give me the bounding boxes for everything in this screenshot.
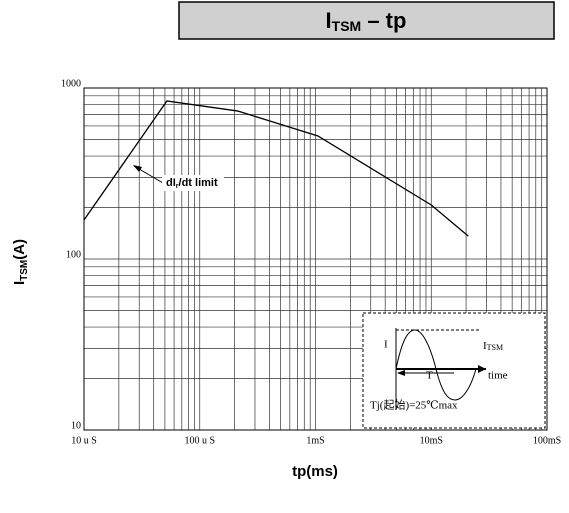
inset-condition: Tj(起始)=25℃max	[370, 398, 458, 412]
inset-itsm: ITSM	[483, 340, 503, 352]
arrow-head	[478, 365, 486, 373]
ann-sub: r	[176, 183, 179, 190]
y-tick-label: 1000	[61, 78, 81, 89]
chart-title: ITSM – tp	[326, 8, 407, 34]
x-tick-label: 10mS	[420, 435, 443, 446]
title-main: I	[326, 8, 332, 33]
x-tick-label: 100 u S	[184, 435, 215, 446]
itsm-sub: TSM	[487, 343, 503, 352]
ann-rest: /dt limit	[179, 177, 218, 189]
inset-box	[362, 312, 546, 429]
x-axis-label: tp(ms)	[292, 463, 338, 480]
title-sub: TSM	[332, 18, 362, 34]
x-tick-label: 100mS	[533, 435, 561, 446]
plot-area: 10 u S 100 u S 1mS 10mS 100mS 10 100 1000	[61, 78, 561, 446]
y-label-rest: (A)	[11, 239, 28, 260]
arrow-head	[397, 370, 405, 376]
x-tick-label: 10 u S	[71, 435, 97, 446]
itsm-main: I	[483, 340, 487, 352]
arrow-head	[133, 165, 142, 172]
annotation: dIr/dt limit	[166, 177, 218, 190]
overlay: dIr/dt limit I ITSM T time Tj(起始)=25℃max	[133, 165, 546, 429]
title-box	[178, 1, 555, 40]
plot-border	[83, 87, 548, 431]
y-label-sub: TSM	[19, 260, 30, 281]
inset-period: T	[426, 370, 433, 382]
annotation-bg	[162, 175, 224, 191]
data-line	[83, 100, 469, 237]
ann-main: dI	[166, 177, 176, 189]
y-label-main: I	[11, 281, 28, 285]
y-tick-label: 10	[71, 420, 81, 431]
title-rest: – tp	[361, 8, 406, 33]
inset-time: time	[488, 370, 508, 382]
x-tick-label: 1mS	[306, 435, 324, 446]
y-tick-label: 100	[66, 249, 81, 260]
sine-wave	[395, 329, 477, 401]
inset-i-label: I	[384, 339, 388, 351]
y-axis-label: ITSM(A)	[11, 239, 30, 285]
